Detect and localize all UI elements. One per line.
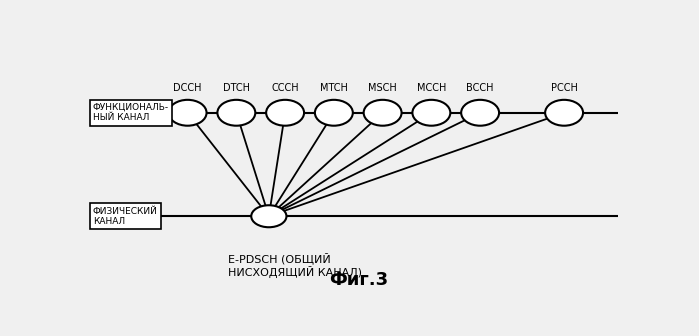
Ellipse shape xyxy=(545,100,583,126)
Text: MCCH: MCCH xyxy=(417,83,446,93)
Ellipse shape xyxy=(315,100,353,126)
Ellipse shape xyxy=(412,100,450,126)
Ellipse shape xyxy=(266,100,304,126)
Text: ФУНКЦИОНАЛЬ-
НЫЙ КАНАЛ: ФУНКЦИОНАЛЬ- НЫЙ КАНАЛ xyxy=(93,103,169,122)
Text: CCCH: CCCH xyxy=(271,83,299,93)
Text: Фиг.3: Фиг.3 xyxy=(329,271,388,289)
Text: DTCH: DTCH xyxy=(223,83,250,93)
Text: ФИЗИЧЕСКИЙ
КАНАЛ: ФИЗИЧЕСКИЙ КАНАЛ xyxy=(93,207,158,226)
Text: BCCH: BCCH xyxy=(466,83,494,93)
Ellipse shape xyxy=(217,100,255,126)
Ellipse shape xyxy=(363,100,401,126)
Text: E-PDSCH (ОБЩИЙ
НИСХОДЯЩИЙ КАНАЛ): E-PDSCH (ОБЩИЙ НИСХОДЯЩИЙ КАНАЛ) xyxy=(228,252,362,278)
Ellipse shape xyxy=(168,100,207,126)
Text: DCCH: DCCH xyxy=(173,83,202,93)
Text: MTCH: MTCH xyxy=(320,83,348,93)
Ellipse shape xyxy=(251,205,287,227)
Text: PCCH: PCCH xyxy=(551,83,577,93)
Ellipse shape xyxy=(461,100,499,126)
Text: MSCH: MSCH xyxy=(368,83,397,93)
